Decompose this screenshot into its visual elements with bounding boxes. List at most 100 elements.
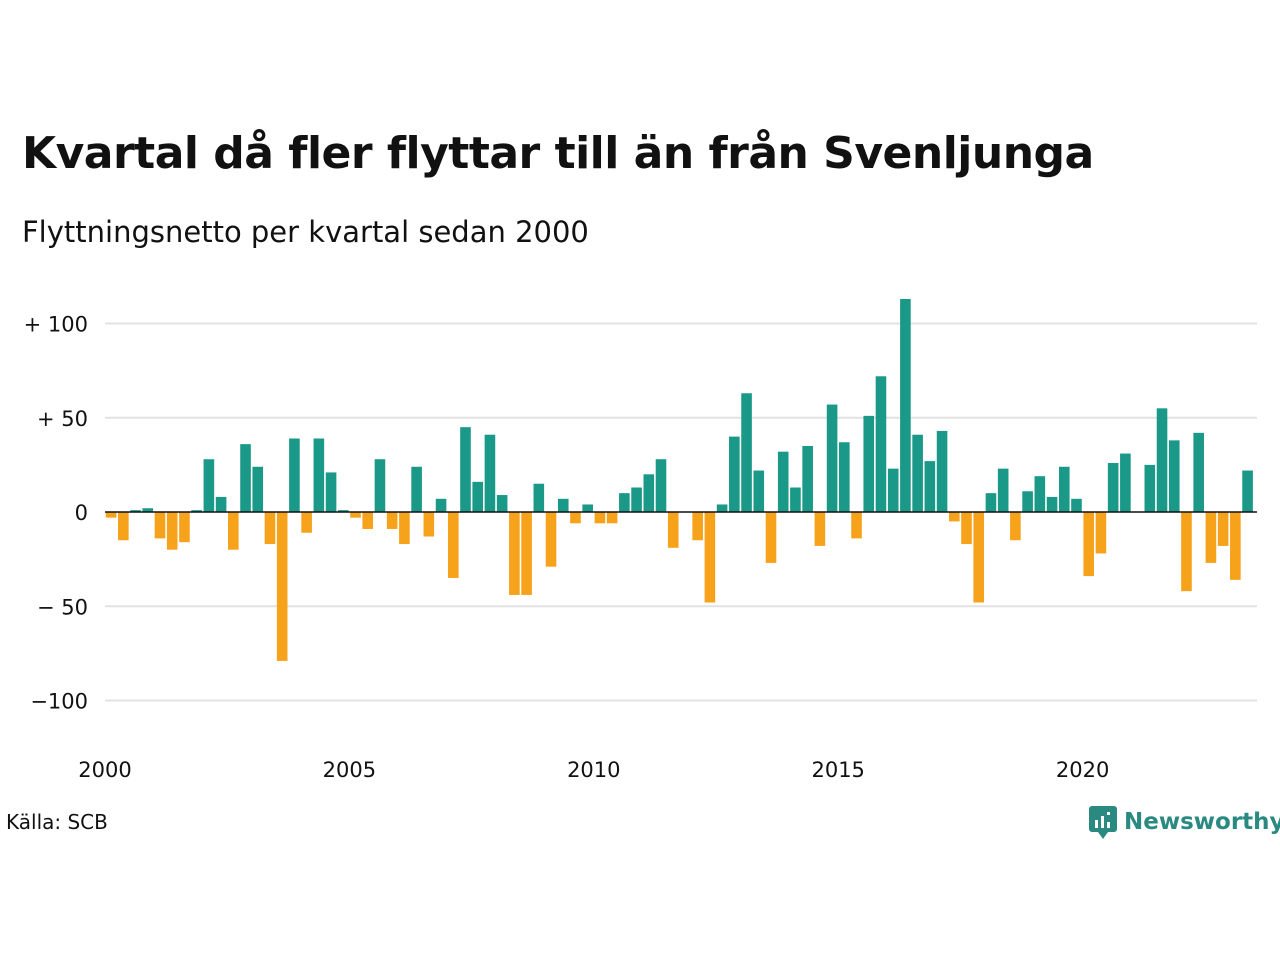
bar <box>765 512 777 563</box>
bar <box>350 512 361 518</box>
bar <box>936 430 948 512</box>
newsworthy-logo: Newsworthy <box>1088 804 1280 840</box>
bar <box>619 493 630 512</box>
bar <box>1022 491 1033 512</box>
bar <box>166 512 178 550</box>
bar <box>496 495 508 512</box>
bar <box>460 427 471 513</box>
y-tick-label: − 50 <box>37 595 88 619</box>
bar <box>264 512 276 545</box>
bar <box>716 504 728 512</box>
bar <box>276 512 288 661</box>
bar <box>790 487 801 512</box>
gridlines <box>105 322 1257 702</box>
chart-title: Kvartal då fler flyttar till än från Sve… <box>22 128 1094 179</box>
bar <box>948 512 960 522</box>
newsworthy-icon <box>1089 806 1117 839</box>
bar <box>741 393 752 512</box>
bar <box>912 434 923 512</box>
bar <box>1083 512 1095 577</box>
bar <box>997 468 1009 512</box>
bar <box>215 496 227 512</box>
bar <box>655 459 667 512</box>
bar <box>447 512 459 578</box>
bar <box>839 442 850 512</box>
bar <box>1205 512 1217 563</box>
bar <box>875 376 887 512</box>
bar <box>1034 476 1046 512</box>
bar <box>594 512 606 524</box>
bar <box>1193 432 1204 512</box>
y-tick-label: −100 <box>30 690 88 714</box>
bar <box>472 481 484 512</box>
bar <box>374 459 386 512</box>
x-tick-label: 2010 <box>567 758 620 782</box>
bar <box>1217 512 1229 546</box>
bar-chart: + 100 + 50 0 − 50 −100 2000 2005 2010 2015 2020 <box>24 299 1257 782</box>
bar <box>130 510 141 513</box>
bar <box>423 512 435 537</box>
bar <box>985 493 997 512</box>
bar <box>289 438 300 513</box>
bar <box>521 512 532 595</box>
bar <box>386 512 398 529</box>
bar <box>973 512 985 603</box>
bars <box>105 299 1253 661</box>
y-axis-labels: + 100 + 50 0 − 50 −100 <box>24 313 88 714</box>
bar <box>1046 496 1058 512</box>
bar <box>1242 470 1253 512</box>
bar <box>814 512 826 546</box>
logo-text: Newsworthy <box>1124 809 1280 835</box>
x-tick-label: 2015 <box>811 758 864 782</box>
bar <box>509 512 520 595</box>
bar <box>203 459 215 512</box>
chart-subtitle: Flyttningsnetto per kvartal sedan 2000 <box>22 215 589 249</box>
x-axis-labels: 2000 2005 2010 2015 2020 <box>78 758 1109 782</box>
bar <box>606 512 618 524</box>
bar <box>582 504 593 512</box>
bar <box>1181 512 1192 592</box>
bar <box>1120 453 1131 512</box>
bar <box>1230 512 1241 580</box>
y-tick-label: 0 <box>75 501 88 525</box>
bar <box>753 470 765 512</box>
bar <box>924 461 936 513</box>
bar <box>692 512 703 541</box>
bar <box>337 510 349 513</box>
bar <box>643 474 655 512</box>
bar <box>570 512 581 524</box>
bar <box>411 466 422 512</box>
bar <box>362 512 374 529</box>
bar <box>826 404 838 513</box>
bar <box>631 487 642 512</box>
bar <box>1095 512 1107 554</box>
x-tick-label: 2020 <box>1056 758 1109 782</box>
bar <box>484 434 496 512</box>
bar <box>154 512 166 539</box>
bar <box>729 436 740 512</box>
bar <box>313 438 325 513</box>
bar <box>704 512 716 603</box>
bar <box>179 512 190 543</box>
bar <box>1168 440 1180 512</box>
bar <box>118 512 129 541</box>
bar <box>399 512 410 545</box>
y-tick-label: + 100 <box>24 313 88 337</box>
bar <box>1107 462 1119 512</box>
bar <box>1156 408 1168 512</box>
bar <box>301 512 312 533</box>
y-tick-label: + 50 <box>37 407 88 431</box>
bar <box>1071 498 1082 513</box>
bar <box>533 483 545 512</box>
x-tick-label: 2005 <box>323 758 376 782</box>
bar <box>961 512 972 545</box>
bar <box>228 512 239 550</box>
bar <box>777 451 789 512</box>
bar <box>240 444 251 512</box>
bar <box>105 512 117 518</box>
bar <box>900 299 911 512</box>
bar <box>1144 464 1156 513</box>
bar <box>252 466 264 512</box>
bar <box>191 510 202 513</box>
x-tick-label: 2000 <box>78 758 131 782</box>
